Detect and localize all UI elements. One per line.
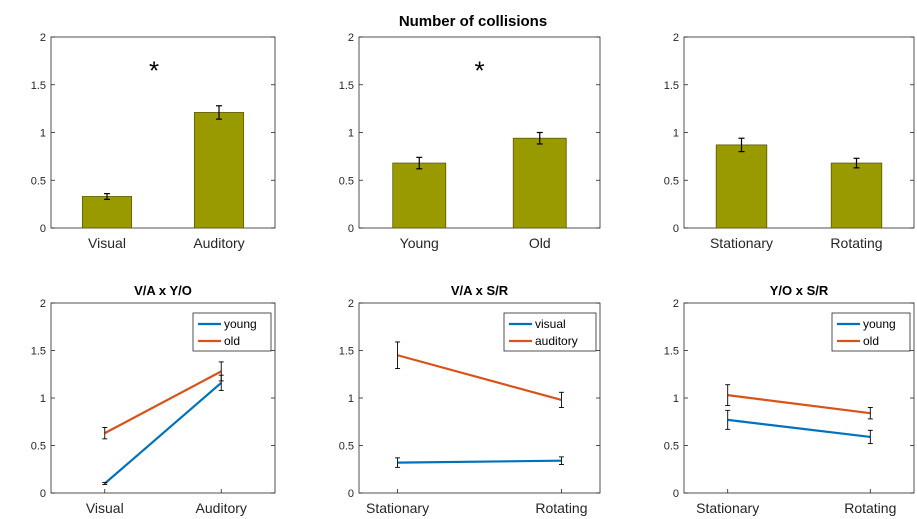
y-tick-label: 1 (348, 393, 354, 405)
y-tick-label: 1.5 (664, 80, 679, 92)
series-line (104, 381, 222, 485)
bar (193, 112, 245, 229)
y-tick-label: 2 (673, 32, 679, 44)
x-tick-label: Visual (86, 500, 124, 516)
series-line (727, 418, 871, 439)
y-tick-label: 0.5 (31, 175, 46, 187)
legend-label: old (224, 334, 240, 348)
y-tick-label: 0 (348, 223, 354, 235)
y-tick-label: 2 (348, 298, 354, 310)
y-tick-label: 1 (673, 393, 679, 405)
x-tick-label: Old (529, 235, 551, 251)
legend-box (192, 312, 272, 352)
panel-3: 0 0.5 1 1.5 2 Stationary Rotating (664, 32, 915, 251)
legend: young old (831, 312, 911, 352)
series-line (397, 459, 562, 464)
y-tick-label: 2 (40, 298, 46, 310)
y-tick-label: 0.5 (339, 441, 354, 453)
bar (715, 144, 768, 229)
panel-1: 0 0.5 1 1.5 2 Visual Auditory * (31, 32, 276, 251)
y-tick-label: 2 (348, 32, 354, 44)
panel-5: 0 0.5 1 1.5 2 Stationary Rotating V/A x S/R visu… (339, 283, 601, 516)
series-line (727, 394, 871, 415)
y-tick-label: 1 (40, 393, 46, 405)
x-tick-label: Rotating (844, 500, 896, 516)
y-tick-label: 1.5 (339, 80, 354, 92)
legend-box (831, 312, 911, 352)
legend: visual auditory (503, 312, 597, 352)
y-tick-label: 0 (348, 488, 354, 500)
x-tick-label: Rotating (535, 500, 587, 516)
bar (512, 137, 567, 229)
bar (392, 162, 447, 229)
y-tick-label: 1 (40, 128, 46, 140)
x-tick-label: Auditory (196, 500, 247, 516)
y-tick-label: 1.5 (31, 346, 46, 358)
x-tick-label: Auditory (193, 235, 244, 251)
y-tick-label: 1.5 (31, 80, 46, 92)
y-tick-label: 1.5 (664, 346, 679, 358)
y-tick-label: 0.5 (339, 175, 354, 187)
y-tick-label: 1 (348, 128, 354, 140)
panel-4: 0 0.5 1 1.5 2 Visual Auditory V/A x Y/O young old (31, 283, 276, 516)
y-tick-label: 0 (40, 488, 46, 500)
y-tick-label: 0 (673, 488, 679, 500)
figure-title: Number of collisions (399, 13, 547, 30)
legend: young old (192, 312, 272, 352)
x-tick-label: Young (400, 235, 439, 251)
panel-title: Y/O x S/R (770, 283, 829, 298)
panel-title: V/A x S/R (451, 283, 509, 298)
bar (830, 162, 883, 229)
y-tick-label: 2 (40, 32, 46, 44)
significance-marker: * (149, 56, 159, 86)
y-tick-label: 0.5 (664, 175, 679, 187)
series-line (104, 370, 222, 435)
series-line (397, 354, 562, 401)
legend-label: young (863, 317, 896, 331)
legend-label: auditory (535, 334, 578, 348)
legend-label: old (863, 334, 879, 348)
y-tick-label: 1.5 (339, 346, 354, 358)
y-tick-label: 0 (673, 223, 679, 235)
significance-marker: * (474, 56, 484, 86)
y-tick-label: 1 (673, 128, 679, 140)
bar (81, 196, 133, 229)
y-tick-label: 0 (40, 223, 46, 235)
panel-title: V/A x Y/O (134, 283, 192, 298)
x-tick-label: Stationary (710, 235, 773, 251)
x-tick-label: Visual (88, 235, 126, 251)
y-tick-label: 2 (673, 298, 679, 310)
x-tick-label: Rotating (830, 235, 882, 251)
y-tick-label: 0.5 (31, 441, 46, 453)
panel-2: 0 0.5 1 1.5 2 Young Old * (339, 32, 601, 251)
legend-label: visual (535, 317, 566, 331)
x-tick-label: Stationary (366, 500, 429, 516)
x-tick-label: Stationary (696, 500, 759, 516)
legend-label: young (224, 317, 257, 331)
y-tick-label: 0.5 (664, 441, 679, 453)
legend-box (503, 312, 597, 352)
